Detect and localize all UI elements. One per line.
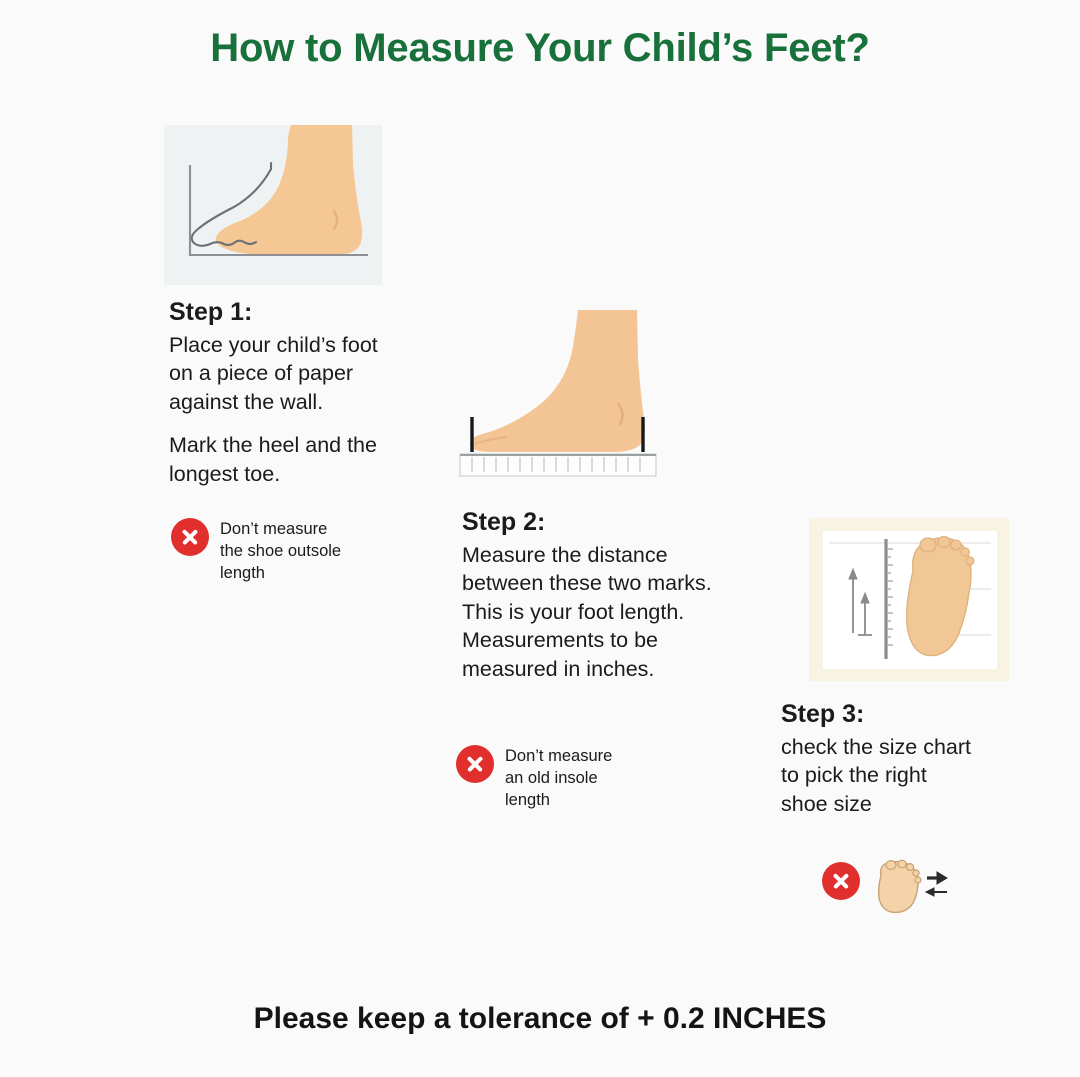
step3-body-1: check the size chart to pick the right s… [781, 734, 972, 816]
step3-text-block: Step 3: check the size chart to pick the… [781, 700, 1031, 818]
arrow-left-icon [924, 887, 947, 897]
toe-crease [475, 436, 507, 444]
red-x-circle-icon [171, 518, 209, 556]
small-toe-3 [905, 862, 915, 872]
foot-on-ruler-illustration [459, 310, 657, 477]
footprint-with-vertical-ruler-illustration [829, 535, 991, 659]
big-toe [919, 537, 937, 553]
length-arrow-long [848, 567, 858, 633]
ankle-crease [332, 209, 339, 231]
arrow-right-icon [927, 871, 948, 885]
foot-against-wall-illustration [188, 125, 368, 257]
step1-warning-text: Don’t measure the shoe outsole length [220, 520, 342, 582]
small-toe-5 [914, 876, 922, 884]
small-toe-2 [897, 859, 907, 869]
step1-warning: Don’t measure the shoe outsole length [171, 518, 386, 584]
toe-4 [960, 547, 971, 557]
step3-illustration-inner [823, 531, 997, 669]
step3-illustration [809, 518, 1009, 681]
toe-3 [950, 539, 962, 551]
step2-text-block: Step 2: Measure the distance between the… [462, 508, 782, 683]
ruler [459, 453, 657, 477]
foot-fill [469, 310, 645, 452]
small-toe-4 [912, 869, 920, 877]
red-x-circle-icon [456, 745, 494, 783]
foot-outline-trace [190, 167, 273, 247]
step3-label: Step 3: [781, 700, 865, 728]
wall-floor-guide-lines [188, 165, 368, 257]
step2-warning-text: Don’t measure an old insole length [505, 747, 613, 809]
tolerance-note: Please keep a tolerance of + 0.2 INCHES [253, 1002, 827, 1035]
footprint-shape [905, 535, 975, 657]
length-arrow-short [858, 591, 872, 636]
small-toe-1 [885, 859, 897, 871]
step2-illustration [452, 300, 692, 485]
step1-body-1: Place your child’s foot on a piece of pa… [169, 332, 378, 414]
toe-5 [965, 556, 975, 566]
foot-fill [215, 125, 362, 255]
step1-label: Step 1: [169, 298, 253, 326]
ruler-body [459, 453, 657, 477]
step3-warning [822, 859, 1002, 918]
footprint-sole [905, 537, 972, 657]
ankle-crease [616, 402, 624, 426]
step2-body-1: Measure the distance between these two m… [462, 542, 712, 681]
toe-2 [937, 535, 951, 549]
step1-illustration [164, 125, 382, 285]
footprint-width-arrows-icon [878, 859, 948, 914]
page-title: How to Measure Your Child’s Feet? [210, 26, 870, 70]
step2-label: Step 2: [462, 508, 546, 536]
small-footprint [878, 859, 922, 914]
step1-text-block: Step 1: Place your child’s foot on a pie… [169, 298, 409, 488]
step1-body-2: Mark the heel and the longest toe. [169, 433, 377, 486]
red-x-circle-icon [822, 862, 860, 900]
ruler-ticks [471, 457, 641, 472]
step2-warning: Don’t measure an old insole length [456, 745, 671, 811]
vertical-ruler [884, 539, 893, 659]
